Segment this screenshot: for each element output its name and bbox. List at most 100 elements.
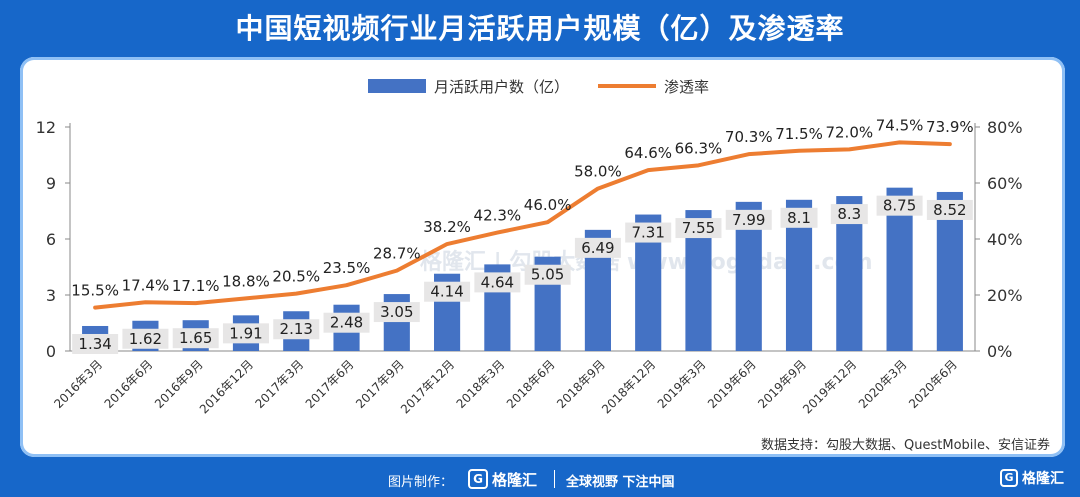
y-left-tick-label: 12 xyxy=(36,118,56,137)
y-right-tick-label: 60% xyxy=(987,174,1023,193)
line-value-label: 23.5% xyxy=(323,259,371,277)
x-tick-label: 2016年6月 xyxy=(102,357,156,411)
x-tick-label: 2018年6月 xyxy=(504,357,558,411)
bar-value-label: 6.49 xyxy=(581,239,614,257)
bar-value-label: 2.13 xyxy=(280,320,313,338)
line-point xyxy=(445,242,449,246)
legend-bar-swatch xyxy=(368,79,426,93)
bar-label-box xyxy=(780,207,818,228)
line-value-label: 20.5% xyxy=(272,268,320,286)
bar-label-box xyxy=(122,328,169,349)
bar-label-box xyxy=(574,237,621,258)
line-point xyxy=(898,140,902,144)
bar-value-label: 8.3 xyxy=(837,205,861,223)
line-value-label: 28.7% xyxy=(373,245,421,263)
footer-logo: G 格隆汇 xyxy=(468,466,546,492)
x-tick-label: 2018年9月 xyxy=(554,357,608,411)
source-note: 数据支持：勾股大数据、QuestMobile、安信证券 xyxy=(761,437,1050,453)
bar-value-label: 1.34 xyxy=(78,335,111,353)
chart-card: 格隆汇 | 勾股大数据 www.gogudata.com0369120%20%4… xyxy=(20,57,1065,457)
bar-label-box xyxy=(323,312,370,333)
bar-value-label: 1.62 xyxy=(129,330,162,348)
line-point xyxy=(345,283,349,287)
bar-value-label: 2.48 xyxy=(330,314,363,332)
y-left-tick-label: 9 xyxy=(46,174,56,193)
bar-label-box xyxy=(172,328,219,349)
bar-label-box xyxy=(725,209,772,230)
legend-bar-label: 月活跃用户数（亿） xyxy=(434,78,569,96)
line-point xyxy=(596,187,600,191)
bar-label-box xyxy=(72,333,119,354)
combo-chart: 格隆汇 | 勾股大数据 www.gogudata.com0369120%20%4… xyxy=(36,78,1050,453)
line-point xyxy=(646,168,650,172)
bar-label-box xyxy=(373,302,420,323)
bar-label-box xyxy=(926,199,973,220)
bar-value-label: 4.14 xyxy=(430,283,463,301)
x-tick-label: 2016年9月 xyxy=(152,357,206,411)
line-point xyxy=(294,292,298,296)
bar-value-label: 7.55 xyxy=(682,219,715,237)
y-left-tick-label: 0 xyxy=(46,342,56,361)
line-point xyxy=(948,142,952,146)
chart-title: 中国短视频行业月活跃用户规模（亿）及渗透率 xyxy=(235,12,845,45)
y-right-tick-label: 0% xyxy=(987,342,1012,361)
bar-value-label: 1.91 xyxy=(229,324,262,342)
x-tick-label: 2018年12月 xyxy=(599,357,658,416)
logo-g-icon: G xyxy=(468,469,488,489)
x-tick-label: 2019年6月 xyxy=(705,357,759,411)
line-value-label: 15.5% xyxy=(71,282,119,300)
bar-label-box xyxy=(524,264,571,285)
line-value-label: 18.8% xyxy=(222,272,270,290)
x-tick-label: 2016年3月 xyxy=(51,357,105,411)
line-point xyxy=(143,300,147,304)
bar-label-box xyxy=(273,319,320,340)
line-value-label: 17.1% xyxy=(172,277,220,295)
bar-value-label: 8.1 xyxy=(787,209,811,227)
line-point xyxy=(797,149,801,153)
line-penetration xyxy=(93,140,952,310)
corner-g-icon: G xyxy=(1000,469,1018,487)
bar-value-label: 8.75 xyxy=(883,197,916,215)
x-tick-label: 2020年6月 xyxy=(906,357,960,411)
legend-line-label: 渗透率 xyxy=(664,78,709,96)
bar-value-label: 7.99 xyxy=(732,211,765,229)
y-left-tick-label: 3 xyxy=(46,286,56,305)
bar-value-label: 8.52 xyxy=(933,201,966,219)
bar-label-box xyxy=(625,222,672,243)
bar-value-label: 3.05 xyxy=(380,303,413,321)
x-tick-label: 2016年12月 xyxy=(197,357,256,416)
x-tick-label: 2019年12月 xyxy=(800,357,859,416)
bar-label-box xyxy=(675,218,722,239)
line-value-label: 70.3% xyxy=(725,128,773,146)
line-value-label: 46.0% xyxy=(524,196,572,214)
line-value-label: 42.3% xyxy=(474,207,522,225)
line-point xyxy=(93,306,97,310)
line-value-label: 64.6% xyxy=(624,144,672,162)
bar-label-box xyxy=(424,281,471,302)
bar-value-label: 1.65 xyxy=(179,329,212,347)
bar-label-box xyxy=(876,195,923,216)
x-tick-label: 2020年3月 xyxy=(856,357,910,411)
footer-divider xyxy=(554,470,555,488)
bar-label-box xyxy=(830,204,868,225)
x-tick-label: 2018年3月 xyxy=(454,357,508,411)
line-point xyxy=(847,147,851,151)
line-point xyxy=(495,231,499,235)
line-value-label: 38.2% xyxy=(423,218,471,236)
corner-logo-text: 格隆汇 xyxy=(1022,471,1064,487)
line-point xyxy=(244,296,248,300)
footer-bar: 图片制作： G 格隆汇 全球视野 下注中国 G 格隆汇 xyxy=(0,462,1080,497)
x-tick-label: 2019年3月 xyxy=(655,357,709,411)
corner-logo: G 格隆汇 xyxy=(1000,468,1064,488)
line-point xyxy=(696,163,700,167)
bar-value-label: 4.64 xyxy=(481,273,514,291)
x-tick-label: 2017年12月 xyxy=(398,357,457,416)
line-value-label: 17.4% xyxy=(122,276,170,294)
x-tick-label: 2017年9月 xyxy=(353,357,407,411)
x-tick-label: 2017年6月 xyxy=(303,357,357,411)
x-tick-label: 2017年3月 xyxy=(252,357,306,411)
line-value-label: 58.0% xyxy=(574,163,622,181)
x-tick-label: 2019年9月 xyxy=(755,357,809,411)
line-point xyxy=(546,220,550,224)
y-right-tick-label: 20% xyxy=(987,286,1023,305)
